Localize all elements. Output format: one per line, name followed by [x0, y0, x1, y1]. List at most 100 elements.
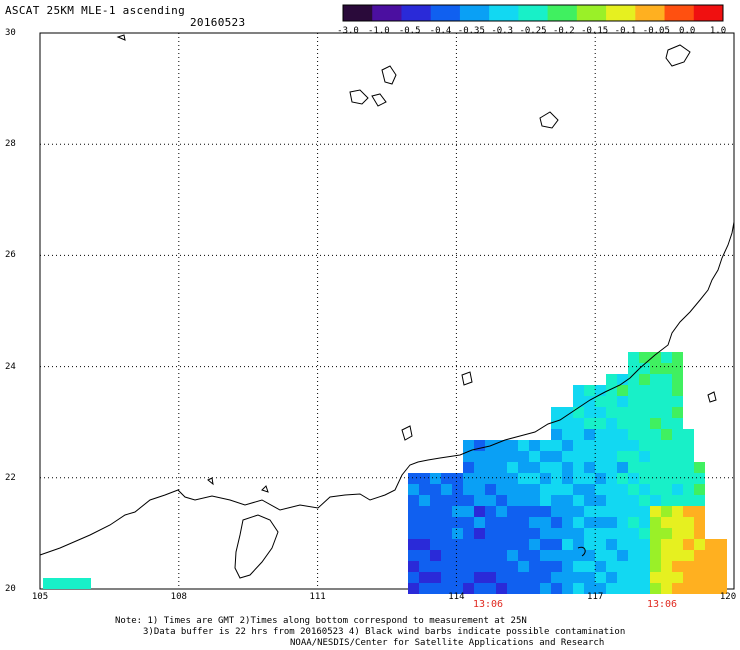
data-cell: [683, 506, 694, 517]
coastline: [39, 34, 735, 579]
data-cell: [452, 473, 463, 484]
colorbar-segment: [635, 5, 666, 21]
data-cell: [628, 473, 639, 484]
data-cell: [694, 550, 705, 561]
data-cell: [650, 517, 661, 528]
data-cell: [595, 440, 606, 451]
data-cell: [617, 517, 628, 528]
data-cell: [474, 506, 485, 517]
data-cell: [474, 484, 485, 495]
colorbar-tick-label: -0.2: [552, 26, 575, 36]
data-cell: [496, 583, 507, 594]
data-cell: [617, 451, 628, 462]
data-cell: [419, 550, 430, 561]
data-cell: [628, 374, 639, 385]
data-cell: [705, 539, 716, 550]
colorbar-segment: [430, 5, 461, 21]
data-cell: [551, 429, 562, 440]
data-cell: [716, 583, 727, 594]
data-cell: [672, 506, 683, 517]
data-cell: [551, 473, 562, 484]
note-line-3: NOAA/NESDIS/Center for Satellite Applica…: [290, 638, 605, 648]
data-cell: [452, 561, 463, 572]
data-cell: [628, 528, 639, 539]
data-cell: [551, 517, 562, 528]
data-cell: [683, 539, 694, 550]
data-cell: [617, 561, 628, 572]
data-cell: [617, 396, 628, 407]
data-cell: [518, 473, 529, 484]
data-cell: [606, 396, 617, 407]
data-cell: [672, 528, 683, 539]
data-cell: [650, 352, 661, 363]
data-cell: [496, 561, 507, 572]
data-cell: [463, 528, 474, 539]
data-cell: [672, 495, 683, 506]
data-cell: [617, 572, 628, 583]
data-cell: [419, 484, 430, 495]
data-cell: [518, 583, 529, 594]
data-cell: [672, 385, 683, 396]
data-cell: [441, 517, 452, 528]
data-cell: [628, 440, 639, 451]
data-cell: [694, 528, 705, 539]
data-cell: [672, 407, 683, 418]
latitude-tick-label: 30: [5, 28, 16, 38]
data-cell: [639, 583, 650, 594]
data-cell: [606, 451, 617, 462]
data-cell: [408, 517, 419, 528]
data-cell: [540, 539, 551, 550]
data-cell: [529, 495, 540, 506]
data-cell: [628, 352, 639, 363]
product-date: 20160523: [190, 16, 246, 29]
data-cell: [661, 352, 672, 363]
data-cell: [485, 539, 496, 550]
longitude-tick-label: 114: [448, 592, 465, 602]
data-cell: [628, 495, 639, 506]
data-cell: [694, 506, 705, 517]
data-cell: [672, 572, 683, 583]
data-cell: [573, 396, 584, 407]
data-cell: [518, 517, 529, 528]
colorbar-tick-label: -0.3: [491, 26, 513, 36]
data-cell: [584, 528, 595, 539]
data-cell: [540, 517, 551, 528]
data-cell: [584, 550, 595, 561]
data-cell: [661, 451, 672, 462]
data-cell: [573, 418, 584, 429]
data-cell: [661, 440, 672, 451]
data-cell: [606, 495, 617, 506]
data-cell: [485, 572, 496, 583]
colorbar-segment: [693, 5, 724, 21]
data-cell: [584, 385, 595, 396]
data-cell: [496, 484, 507, 495]
data-cell: [672, 363, 683, 374]
data-cell: [441, 484, 452, 495]
note-line-2: 3)Data buffer is 22 hrs from 20160523 4)…: [143, 627, 626, 637]
data-cell: [551, 572, 562, 583]
data-cell: [694, 484, 705, 495]
data-cell: [628, 429, 639, 440]
data-cell: [540, 473, 551, 484]
data-cell: [617, 407, 628, 418]
data-cell: [573, 440, 584, 451]
data-cell: [419, 517, 430, 528]
data-cell: [441, 561, 452, 572]
data-cell: [694, 572, 705, 583]
time-label-2: 13:06: [646, 599, 678, 610]
data-cell: [650, 539, 661, 550]
data-cell: [584, 561, 595, 572]
data-cell: [694, 539, 705, 550]
data-cell: [617, 539, 628, 550]
data-cell: [595, 517, 606, 528]
data-cell: [661, 572, 672, 583]
data-cell: [650, 462, 661, 473]
data-cell: [617, 506, 628, 517]
note-line-1: Note: 1) Times are GMT 2)Times along bot…: [115, 616, 527, 626]
data-cell: [485, 462, 496, 473]
data-cell: [474, 440, 485, 451]
data-cell: [639, 440, 650, 451]
data-cell: [650, 495, 661, 506]
data-cell: [606, 385, 617, 396]
data-cell: [639, 561, 650, 572]
